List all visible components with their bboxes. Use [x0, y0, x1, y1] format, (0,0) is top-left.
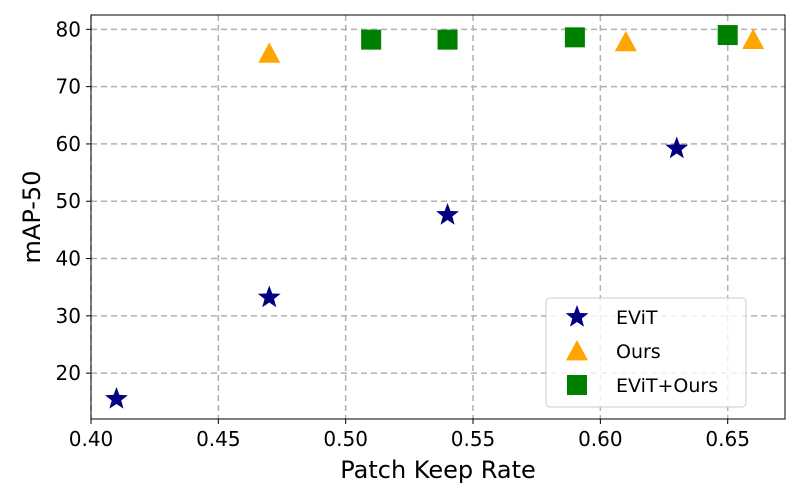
- x-axis-ticks: 0.40 0.45 0.50 0.55 0.60 0.65: [69, 419, 750, 451]
- legend: EViT Ours EViT+Ours: [545, 297, 747, 408]
- y-tick-label: 70: [56, 75, 81, 99]
- legend-box: [545, 297, 747, 408]
- x-tick-label: 0.50: [323, 427, 368, 451]
- data-point-star: [665, 136, 689, 159]
- y-tick-label: 50: [56, 189, 81, 213]
- x-tick-label: 0.45: [196, 427, 241, 451]
- legend-label-evit: EViT: [616, 307, 658, 329]
- y-tick-label: 30: [56, 304, 81, 328]
- legend-label-evit-ours: EViT+Ours: [616, 375, 718, 397]
- legend-label-ours: Ours: [616, 341, 661, 363]
- y-tick-label: 60: [56, 132, 81, 156]
- y-tick-label: 40: [56, 247, 81, 271]
- plot-frame: [90, 14, 786, 420]
- x-axis-label: Patch Keep Rate: [340, 456, 536, 484]
- y-axis-label: mAP-50: [18, 171, 46, 264]
- data-point-star: [436, 202, 459, 225]
- y-tick-label: 20: [56, 361, 81, 385]
- data-point-star: [257, 285, 281, 308]
- data-points: [105, 25, 765, 409]
- legend-markers: [565, 305, 589, 395]
- data-point-triangle: [258, 42, 281, 63]
- legend-marker-star: [565, 305, 589, 327]
- data-point-square: [361, 29, 382, 50]
- data-point-square: [437, 29, 458, 50]
- data-point-triangle: [742, 28, 765, 49]
- x-tick-label: 0.55: [451, 427, 496, 451]
- data-point-square: [564, 27, 585, 48]
- y-axis-ticks: 20 30 40 50 60 70 80: [56, 17, 91, 385]
- data-point-square: [717, 25, 738, 46]
- x-tick-label: 0.65: [705, 427, 750, 451]
- data-point-triangle: [614, 30, 637, 52]
- legend-marker-square: [567, 375, 587, 395]
- legend-marker-triangle: [566, 340, 588, 361]
- x-tick-label: 0.60: [578, 427, 623, 451]
- y-tick-label: 80: [56, 17, 81, 41]
- x-tick-label: 0.40: [69, 427, 114, 451]
- data-point-star: [105, 386, 128, 409]
